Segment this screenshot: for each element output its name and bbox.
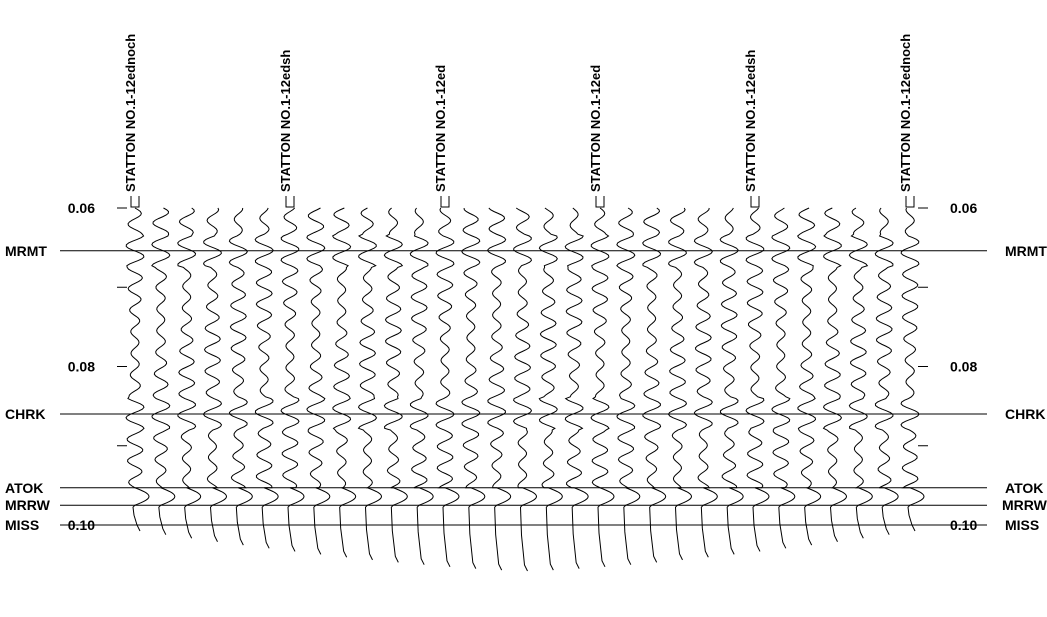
seismic-trace — [772, 208, 795, 548]
horizon-label-right-atok: ATOK — [1005, 480, 1043, 496]
seismic-trace — [565, 208, 588, 569]
seismic-section: MRMTMRMTCHRKCHRKATOKATOKMRRWMRRWMISSMISS… — [0, 0, 1047, 617]
seismic-trace — [255, 208, 278, 548]
time-label-right-1: 0.08 — [950, 359, 977, 375]
seismic-trace — [178, 208, 201, 538]
well-label: STATTON NO.1-12edsh — [278, 50, 293, 192]
well-marker-bracket — [286, 196, 294, 207]
seismic-trace — [488, 208, 511, 570]
well-marker-bracket — [751, 196, 759, 207]
seismic-trace — [591, 208, 614, 567]
well-marker-bracket — [441, 196, 449, 207]
seismic-trace — [281, 208, 304, 551]
horizon-label-left-chrk: CHRK — [5, 406, 45, 422]
horizon-label-right-mrrw: MRRW — [1002, 497, 1047, 513]
time-label-left-0: 0.06 — [68, 200, 95, 216]
horizon-label-right-mrmt: MRMT — [1005, 243, 1047, 259]
seismic-trace — [462, 208, 485, 569]
well-label: STATTON NO.1-12ednoch — [123, 34, 138, 192]
well-label: STATTON NO.1-12ednoch — [898, 34, 913, 192]
seismic-trace — [384, 208, 407, 562]
horizon-label-right-miss: MISS — [1005, 517, 1039, 533]
well-marker-bracket — [906, 196, 914, 207]
seismic-trace — [152, 208, 175, 535]
horizon-label-right-chrk: CHRK — [1005, 406, 1045, 422]
seismic-trace — [410, 208, 433, 565]
seismic-trace — [669, 208, 692, 560]
time-label-left-2: 0.10 — [68, 517, 95, 533]
time-label-right-0: 0.06 — [950, 200, 977, 216]
seismic-trace — [514, 208, 537, 571]
seismic-trace — [307, 208, 330, 554]
seismic-trace — [643, 208, 666, 562]
well-label: STATTON NO.1-12ed — [433, 65, 448, 192]
time-label-right-2: 0.10 — [950, 517, 977, 533]
seismic-trace — [875, 208, 898, 535]
seismic-trace — [229, 208, 252, 545]
seismic-trace — [746, 208, 769, 551]
well-marker-bracket — [131, 196, 139, 207]
horizon-label-left-atok: ATOK — [5, 480, 43, 496]
well-marker-bracket — [596, 196, 604, 207]
seismic-trace — [849, 208, 872, 538]
well-label: STATTON NO.1-12ed — [588, 65, 603, 192]
seismic-trace — [539, 208, 562, 570]
well-label: STATTON NO.1-12edsh — [743, 50, 758, 192]
seismic-trace — [720, 208, 743, 554]
seismic-trace — [824, 208, 847, 542]
seismic-trace — [798, 208, 821, 545]
horizon-label-left-mrrw: MRRW — [5, 497, 51, 513]
seismic-trace — [126, 208, 149, 531]
horizon-label-left-miss: MISS — [5, 517, 39, 533]
seismic-trace — [436, 208, 459, 567]
seismic-trace — [204, 208, 227, 542]
seismic-trace — [901, 208, 924, 531]
seismic-trace — [617, 208, 640, 565]
seismic-trace — [359, 208, 382, 560]
time-label-left-1: 0.08 — [68, 359, 95, 375]
horizon-label-left-mrmt: MRMT — [5, 243, 47, 259]
